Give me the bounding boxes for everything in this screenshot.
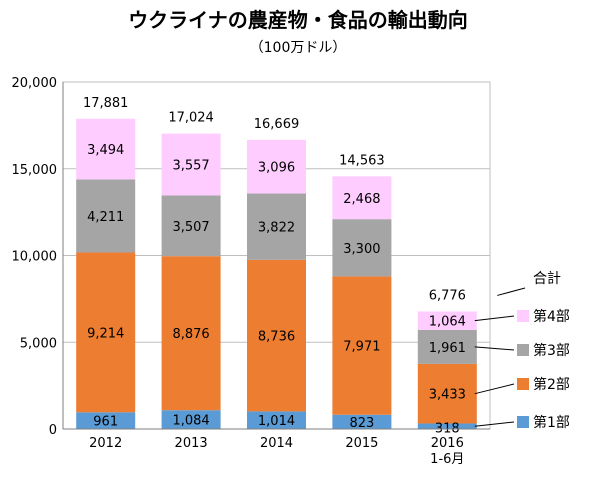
legend-leader-line xyxy=(497,287,526,296)
y-tick-label: 20,000 xyxy=(12,76,58,91)
x-tick-label: 2013 xyxy=(175,436,208,451)
chart-title: ウクライナの農産物・食品の輸出動向 xyxy=(128,8,468,32)
total-label: 17,024 xyxy=(168,111,214,126)
legend-swatch xyxy=(517,416,529,428)
bar-segment xyxy=(417,363,477,424)
x-axis-ticks: 2012 2013 2014 2015 2016 1-6月 xyxy=(89,436,464,467)
legend-leader-line xyxy=(474,383,515,395)
data-label: 1,064 xyxy=(429,315,466,330)
total-label: 6,776 xyxy=(429,288,466,303)
data-label: 3,433 xyxy=(429,388,466,403)
legend-swatch xyxy=(517,344,529,356)
data-label: 3,507 xyxy=(172,220,209,235)
bars xyxy=(76,118,477,429)
legend-total-label: 合計 xyxy=(533,271,561,287)
segment-labels: 961 9,214 4,211 3,494 1,084 8,876 3,507 3,557 1,… xyxy=(87,143,466,436)
x-tick-label: 2014 xyxy=(260,436,293,451)
data-label: 3,300 xyxy=(343,242,380,257)
bar-segment xyxy=(76,252,136,413)
legend-label: 第2部 xyxy=(533,376,570,393)
bar-segment xyxy=(161,256,221,411)
bar-segment xyxy=(417,311,477,330)
data-label: 823 xyxy=(349,416,374,431)
legend-swatch xyxy=(517,378,529,390)
x-tick-label: 2012 xyxy=(89,436,122,451)
data-label: 3,557 xyxy=(172,158,209,173)
bar-segment xyxy=(332,219,392,277)
total-label: 16,669 xyxy=(254,117,300,132)
data-label: 1,014 xyxy=(258,414,295,429)
bar-segment xyxy=(332,276,392,415)
bar-segment xyxy=(247,139,306,194)
data-label: 3,494 xyxy=(87,143,124,158)
total-label: 14,563 xyxy=(339,153,385,168)
bar-segment xyxy=(76,118,136,180)
bar-segment xyxy=(417,329,477,364)
data-label: 1,084 xyxy=(172,414,209,429)
bar-segment xyxy=(161,410,221,429)
bar-segment xyxy=(332,414,392,429)
chart-subtitle: （100万ドル） xyxy=(250,40,347,56)
data-label: 961 xyxy=(93,415,118,430)
legend-label: 第4部 xyxy=(533,308,570,325)
bar-segment xyxy=(161,195,221,257)
data-label: 1,961 xyxy=(429,341,466,356)
bar-segment xyxy=(161,133,221,196)
data-label: 8,876 xyxy=(172,327,209,342)
total-labels: 17,881 17,024 16,669 14,563 6,776 xyxy=(83,96,466,304)
x-tick-label: 2016 1-6月 xyxy=(430,436,464,467)
data-label: 9,214 xyxy=(87,326,124,341)
total-label: 17,881 xyxy=(83,96,129,111)
bar-segment xyxy=(417,423,477,429)
legend-label: 第3部 xyxy=(533,342,570,359)
y-tick-label: 10,000 xyxy=(12,250,58,265)
bar-segment xyxy=(76,179,136,253)
legend-label: 第1部 xyxy=(533,414,570,431)
data-label: 7,971 xyxy=(343,340,380,355)
data-label: 8,736 xyxy=(258,330,295,345)
data-label: 2,468 xyxy=(343,192,380,207)
y-tick-label: 5,000 xyxy=(20,336,57,351)
y-axis-ticks: 0 5,000 10,000 15,000 20,000 xyxy=(12,76,58,438)
data-label: 3,822 xyxy=(258,221,295,236)
y-tick-label: 15,000 xyxy=(12,163,58,178)
legend-swatch xyxy=(517,310,529,322)
bar-segment xyxy=(247,411,306,429)
legend-leader-line xyxy=(474,315,515,322)
legend-leader-line xyxy=(474,421,515,427)
data-label: 3,096 xyxy=(258,161,295,176)
legend-leader-line xyxy=(474,346,515,351)
y-tick-label: 0 xyxy=(49,423,57,438)
x-tick-label: 2015 xyxy=(345,436,378,451)
bar-segment xyxy=(247,193,306,260)
bar-segment xyxy=(332,176,392,220)
bar-segment xyxy=(247,259,306,412)
data-label: 4,211 xyxy=(87,210,124,225)
bar-segment xyxy=(76,412,136,429)
